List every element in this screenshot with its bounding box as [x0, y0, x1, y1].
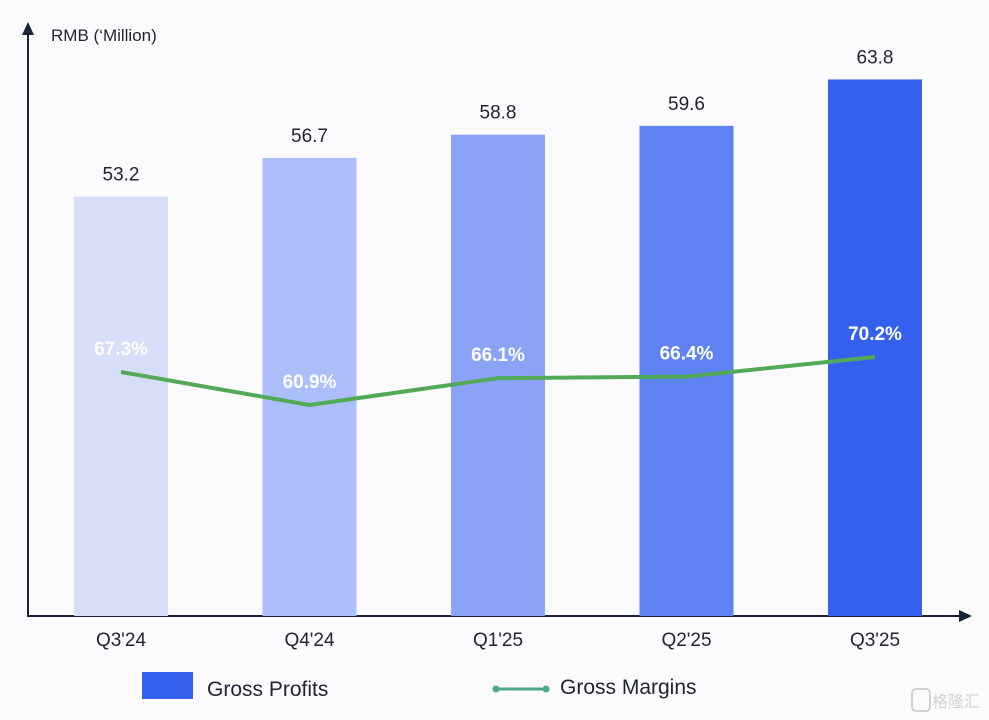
y-axis-label: RMB (‘Million): [51, 26, 157, 45]
bar-value-label: 58.8: [480, 103, 517, 124]
legend-marker: [492, 685, 500, 693]
margin-value-label: 66.1%: [471, 345, 525, 366]
x-tick-label: Q1'25: [473, 630, 523, 651]
margin-value-label: 70.2%: [848, 324, 902, 345]
bar-value-label: 53.2: [103, 164, 140, 185]
x-tick-label: Q2'25: [661, 630, 711, 651]
legend-label-gross-profits: Gross Profits: [207, 678, 328, 701]
svg-text:格隆汇: 格隆汇: [932, 693, 980, 711]
bar-gross-profits: [262, 157, 357, 616]
margin-value-label: 60.9%: [283, 372, 337, 393]
bar-value-label: 59.6: [668, 94, 705, 115]
margin-value-label: 66.4%: [660, 344, 714, 365]
x-tick-label: Q3'24: [96, 630, 147, 651]
bar-gross-profits: [639, 125, 734, 616]
bar-value-label: 56.7: [291, 126, 328, 147]
watermark-logo: 格隆汇: [911, 688, 980, 712]
x-tick-label: Q3'25: [850, 630, 900, 651]
bar-gross-profits: [74, 196, 168, 617]
x-tick-label: Q4'24: [284, 630, 335, 651]
margin-value-label: 67.3%: [94, 339, 148, 360]
bar-gross-profits: [828, 79, 922, 617]
bar-value-label: 63.8: [857, 47, 894, 68]
y-axis-arrow: [22, 22, 34, 35]
legend-swatch-gross-profits: [142, 672, 193, 699]
legend: Gross Profits Gross Margins: [142, 672, 697, 701]
bar-gross-profits: [451, 134, 545, 616]
legend-label-gross-margins: Gross Margins: [560, 676, 697, 699]
legend-marker: [542, 685, 550, 693]
x-axis-arrow: [959, 610, 972, 622]
